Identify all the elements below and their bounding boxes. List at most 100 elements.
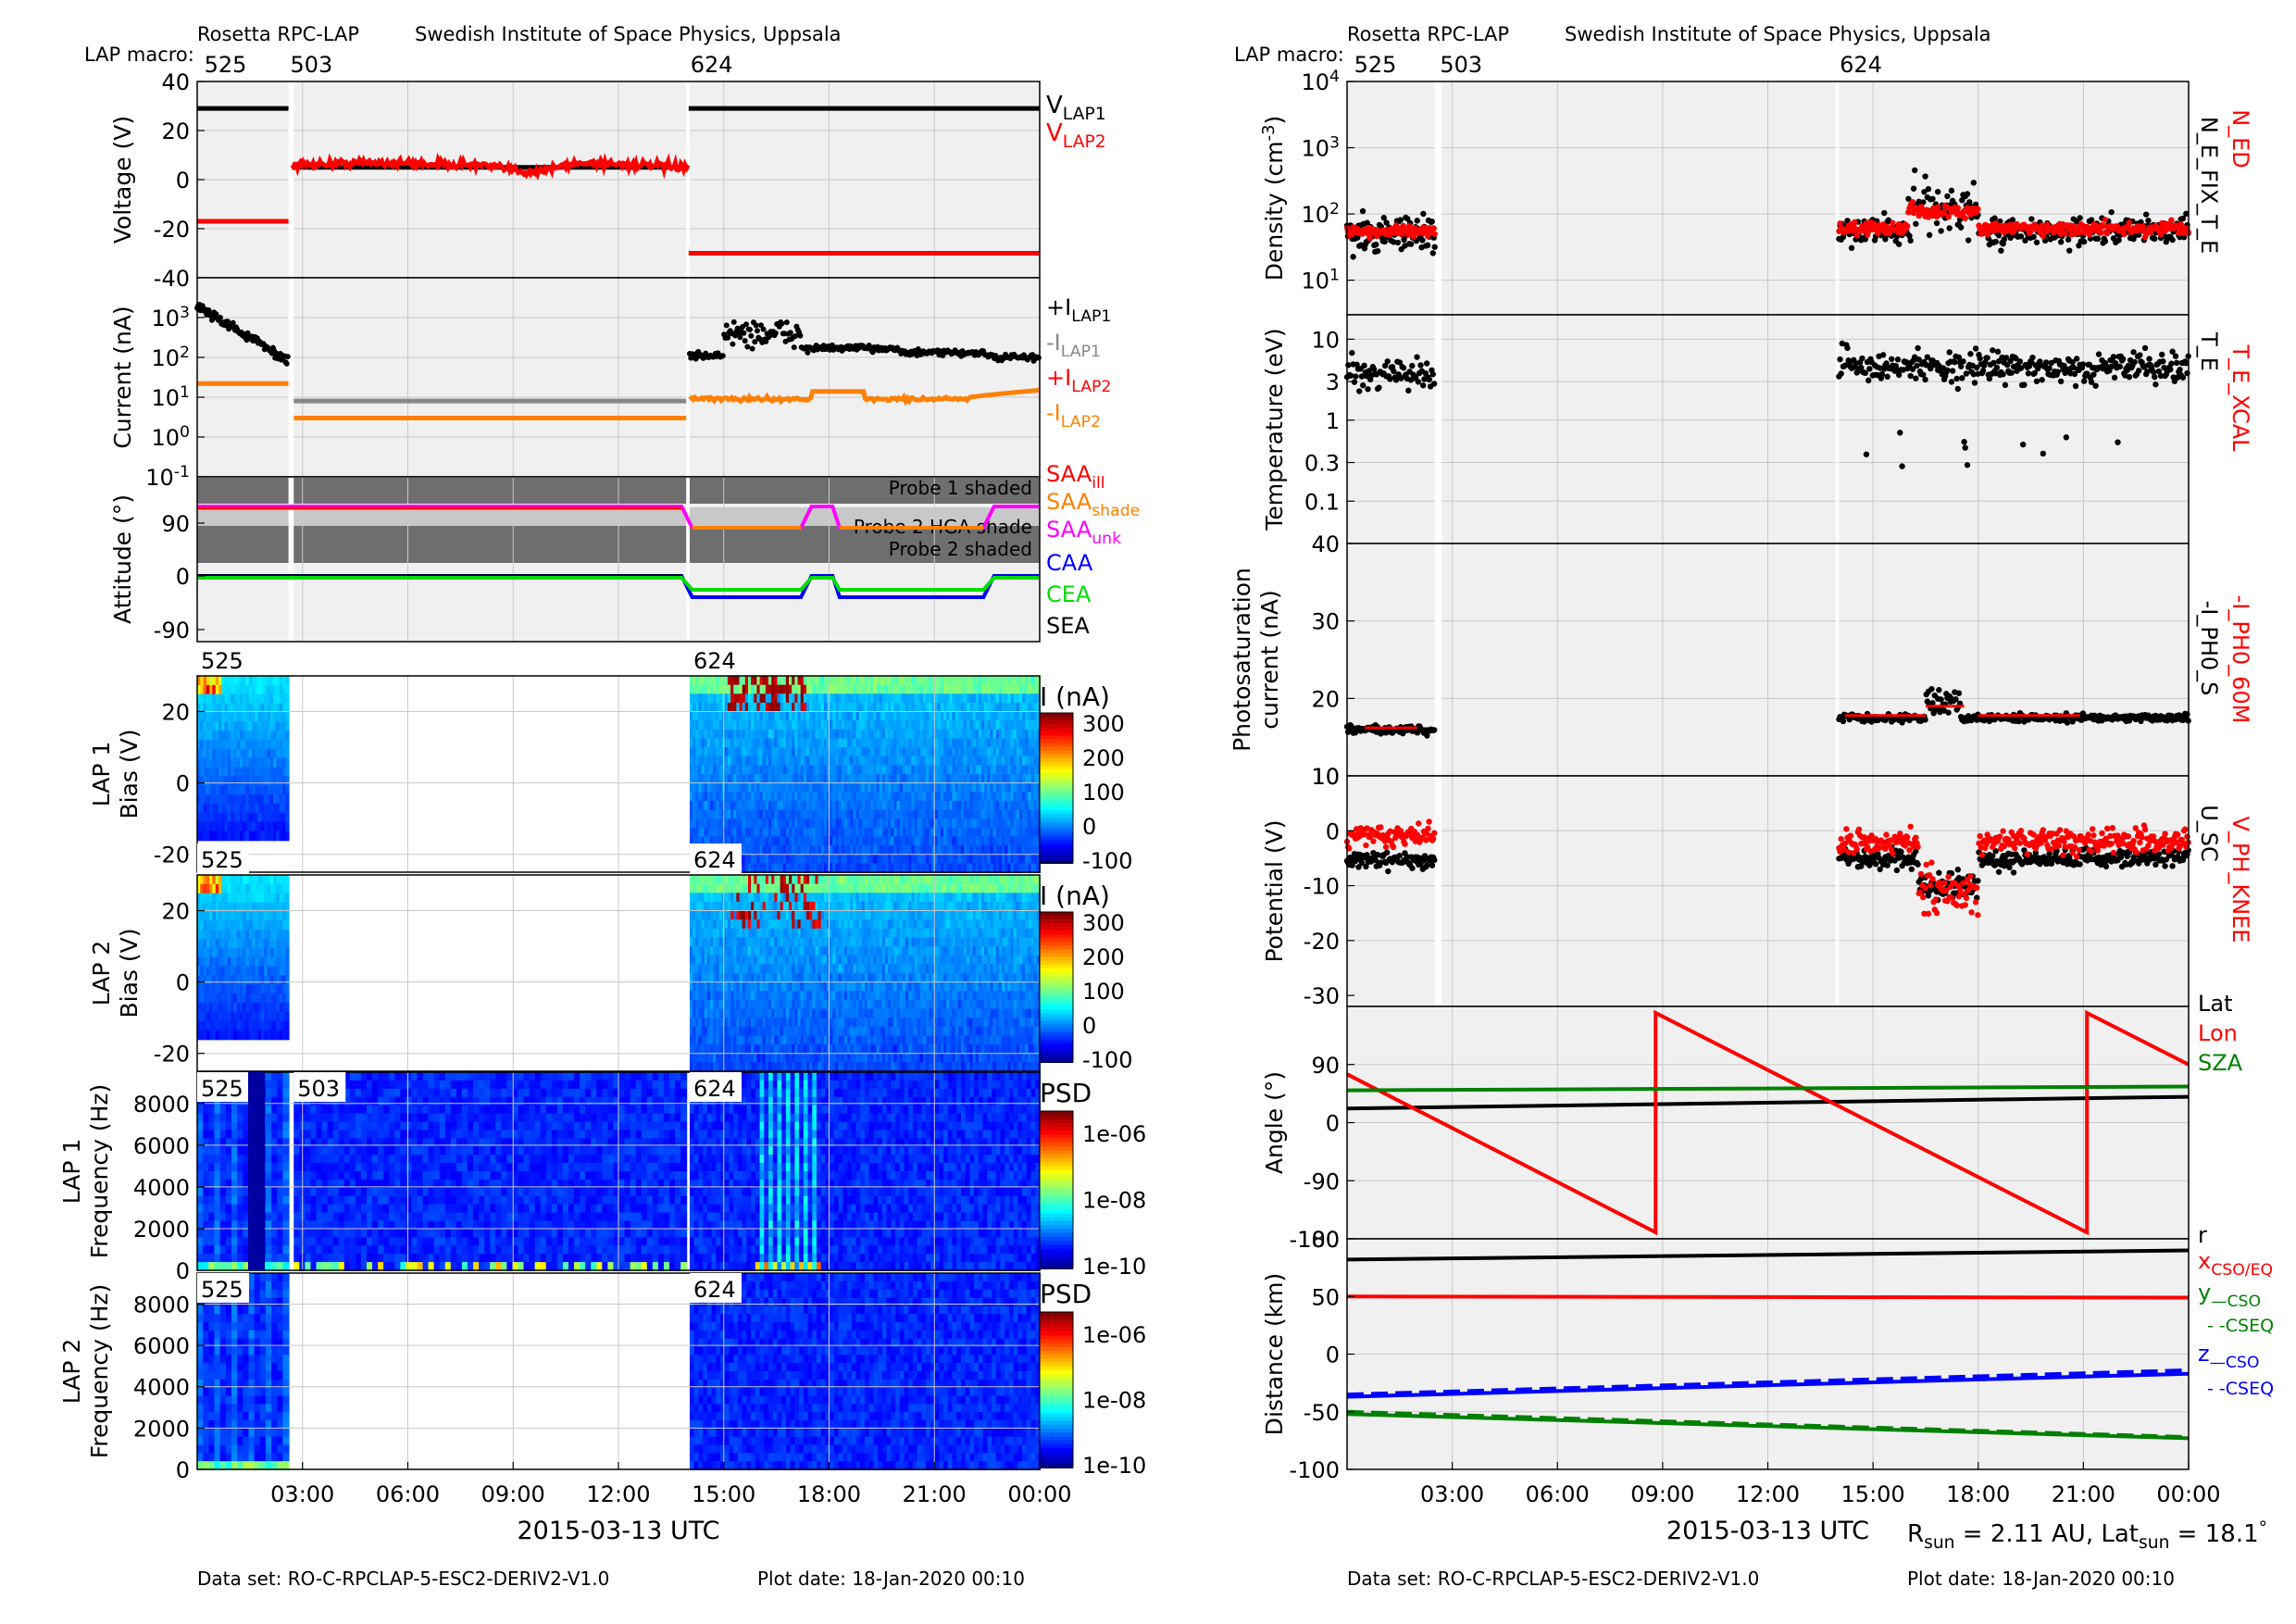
legend-SAA_unk: SAAunk [1046, 517, 1121, 548]
heat-cell [285, 893, 289, 904]
heat-cell [285, 948, 289, 958]
heat-cell [285, 785, 289, 795]
x-tick-label: 15:00 [1841, 1481, 1905, 1507]
heat-cell [285, 1003, 289, 1013]
y-tick-label: 100 [151, 423, 190, 451]
data-point [720, 353, 726, 358]
macro-624: 624 [691, 52, 733, 78]
heat-cell [285, 676, 289, 686]
legend-V_LAP2: VLAP2 [1046, 119, 1106, 152]
y-axis-label: Voltage (V) [109, 116, 136, 244]
heat-cell [285, 758, 289, 768]
heat-cell [285, 749, 289, 759]
data-point [752, 339, 757, 344]
y-tick-label: 0 [176, 771, 190, 797]
data-point [750, 346, 755, 352]
data-point [754, 322, 759, 328]
x-tick-label: 06:00 [1526, 1481, 1590, 1507]
legend-SAA_shade: SAAshade [1046, 489, 1140, 520]
legend-CEA: CEA [1046, 581, 1092, 607]
heat-cell [285, 813, 289, 823]
x-tick-label: 21:00 [903, 1481, 967, 1507]
band-label: Probe 1 shaded [889, 477, 1032, 499]
colorbar-tick: 0 [1082, 814, 1096, 840]
legend--I_LAP2: -ILAP2 [1046, 400, 1101, 431]
data-point [788, 330, 793, 335]
heat-cell [285, 740, 289, 750]
heat-cell [285, 721, 289, 731]
heat-cell [285, 768, 289, 778]
heat-cell [285, 920, 289, 931]
data-point [755, 328, 760, 333]
data-point [218, 315, 223, 320]
footer-date: Plot date: 18-Jan-2020 00:10 [757, 1568, 1025, 1590]
heat-cell [285, 957, 289, 968]
data-point [761, 327, 767, 332]
footer-dataset: Data set: RO-C-RPCLAP-5-ESC2-DERIV2-V1.0 [197, 1568, 609, 1590]
heat-cell [285, 975, 289, 985]
heat-cell [285, 1012, 289, 1022]
data-point [797, 333, 803, 339]
data-point [284, 361, 290, 367]
heat-cell [285, 984, 289, 994]
heat-cell [285, 875, 289, 885]
heat-cell [285, 884, 289, 894]
x-tick-label: 18:00 [797, 1481, 861, 1507]
data-gap [686, 81, 690, 278]
macro-525: 525 [205, 52, 247, 78]
heat-cell [285, 822, 289, 832]
heat-cell [285, 685, 289, 695]
x-tick-label: 06:00 [376, 1481, 440, 1507]
data-point [730, 342, 735, 347]
data-gap [289, 81, 294, 278]
data-point [780, 320, 785, 326]
colorbar-label: I (nA) [1040, 681, 1110, 712]
x-tick-label: 09:00 [1630, 1481, 1694, 1507]
y-tick-label: -90 [154, 618, 190, 643]
data-gap [686, 477, 690, 642]
macro-624: 624 [1840, 52, 1882, 78]
macro-label: LAP macro: [1234, 44, 1344, 66]
footer-date: Plot date: 18-Jan-2020 00:10 [1907, 1568, 2175, 1590]
data-gap [289, 278, 294, 477]
colorbar-tick: 100 [1082, 780, 1125, 806]
heat-cell [285, 831, 289, 841]
y-tick-label: -20 [154, 217, 190, 243]
heat-cell [285, 911, 289, 921]
x-axis-label: 2015-03-13 UTC [517, 1517, 719, 1545]
x-tick-label: 03:00 [1420, 1481, 1484, 1507]
heat-cell [285, 794, 289, 805]
heat-cell [285, 993, 289, 1004]
x-axis-label: 2015-03-13 UTC [1666, 1517, 1869, 1545]
colorbar-tick: 300 [1082, 711, 1125, 737]
data-gap [686, 278, 690, 477]
figure: Rosetta RPC-LAP Swedish Institute of Spac… [0, 0, 2296, 1624]
y-tick-label: 40 [161, 69, 190, 95]
data-point [725, 335, 730, 341]
y-tick-label: -20 [154, 843, 190, 868]
data-point [737, 334, 742, 340]
instrument-label: Rosetta RPC-LAP [1347, 23, 1509, 45]
y-axis-label: Attitude (°) [109, 494, 136, 624]
y-tick-label: 102 [151, 344, 190, 371]
data-point [225, 319, 231, 324]
right-header: Rosetta RPC-LAP Swedish Institute of Spac… [1234, 23, 1991, 78]
data-point [773, 331, 779, 336]
colorbar-tick: -100 [1082, 848, 1132, 874]
legend-SAA_ill: SAAill [1046, 461, 1105, 493]
segment-label: 624 [693, 648, 736, 674]
x-tick-label: 00:00 [1007, 1481, 1071, 1507]
data-point [743, 321, 749, 327]
y-tick-label: 101 [151, 383, 190, 411]
x-tick-label: 21:00 [2052, 1481, 2115, 1507]
x-tick-label: 12:00 [1736, 1481, 1800, 1507]
y-axis-label: Current (nA) [109, 306, 136, 448]
y-tick-label: 0 [176, 564, 190, 590]
sun-info: Rsun = 2.11 AU, Latsun = 18.1° [1907, 1518, 2267, 1553]
macro-503: 503 [1440, 52, 1482, 78]
legend-+I_LAP2: +ILAP2 [1046, 365, 1111, 396]
